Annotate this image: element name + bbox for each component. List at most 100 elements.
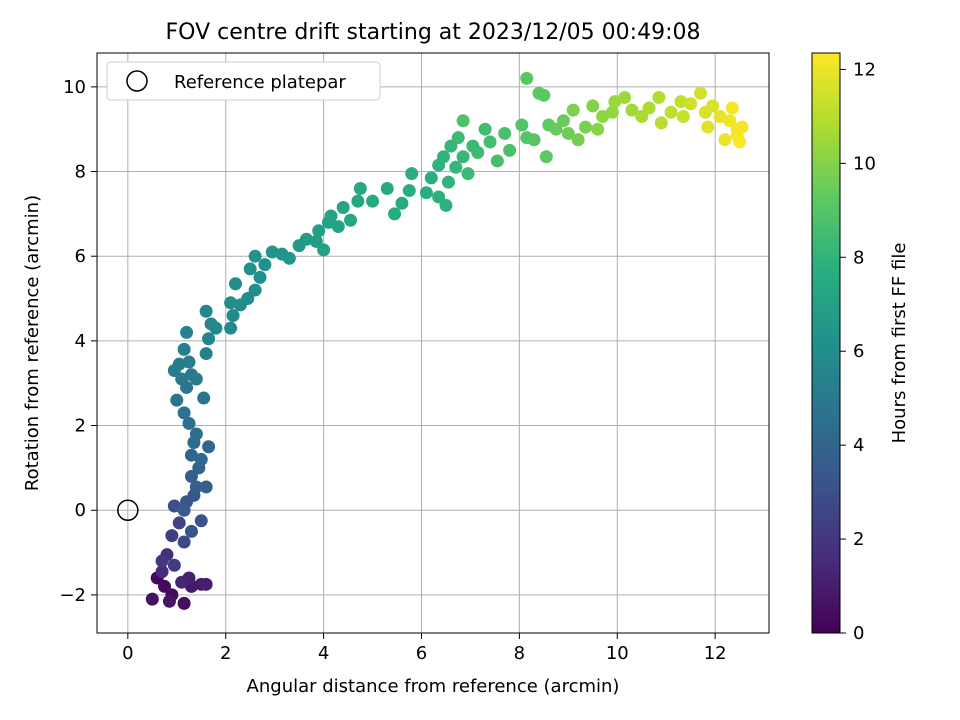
data-point (172, 516, 186, 530)
data-point (366, 194, 380, 208)
data-point (209, 321, 223, 335)
data-point (182, 416, 196, 430)
data-point (693, 86, 707, 100)
x-axis-label: Angular distance from reference (arcmin) (247, 676, 620, 697)
data-point (202, 440, 216, 454)
data-point (189, 427, 203, 441)
data-point (456, 114, 470, 128)
data-point (331, 220, 345, 234)
data-point (405, 167, 419, 181)
data-point (684, 97, 698, 111)
colorbar-ticks: 0 2 4 6 8 10 12 (840, 59, 876, 644)
data-point (189, 372, 203, 386)
data-point (177, 596, 191, 610)
data-point (451, 131, 465, 145)
data-point (520, 71, 534, 85)
colorbar-tick-label: 6 (853, 341, 864, 362)
data-point (537, 88, 551, 102)
colorbar-tick-label: 8 (853, 247, 864, 268)
data-point (449, 160, 463, 174)
data-point (566, 103, 580, 117)
x-tick-label: 12 (704, 643, 727, 664)
x-tick-label: 8 (514, 643, 525, 664)
data-point (324, 209, 338, 223)
colorbar-tick-label: 12 (853, 59, 876, 80)
data-point (336, 201, 350, 215)
data-point (177, 342, 191, 356)
data-point (735, 120, 749, 134)
colorbar-label: Hours from first FF file (889, 243, 910, 444)
data-point (527, 133, 541, 147)
data-point (226, 308, 240, 322)
data-point (676, 110, 690, 124)
data-point (549, 122, 563, 136)
colorbar-tick-label: 4 (853, 435, 864, 456)
y-tick-label: 6 (75, 246, 86, 267)
data-point (258, 258, 272, 272)
data-point (596, 110, 610, 124)
data-point (578, 120, 592, 134)
data-point (351, 194, 365, 208)
x-tick-label: 6 (416, 643, 427, 664)
y-tick-label: 8 (75, 162, 86, 183)
data-point (424, 171, 438, 185)
data-point (608, 95, 622, 109)
colorbar (811, 52, 841, 634)
data-point (515, 118, 529, 132)
data-point (145, 592, 159, 606)
data-point (182, 355, 196, 369)
data-point (299, 232, 313, 246)
data-point (664, 105, 678, 119)
data-point (317, 243, 331, 257)
data-point (184, 524, 198, 538)
data-point (461, 167, 475, 181)
data-point (241, 292, 255, 306)
data-point (165, 529, 179, 543)
data-point (265, 245, 279, 259)
data-point (498, 126, 512, 140)
data-point (243, 262, 257, 276)
data-point (224, 321, 238, 335)
data-point (706, 99, 720, 113)
data-point (199, 480, 213, 494)
data-point (618, 90, 632, 104)
data-point (162, 594, 176, 608)
data-point (635, 110, 649, 124)
colorbar-tick-label: 10 (853, 153, 876, 174)
data-point (439, 198, 453, 212)
data-point (625, 103, 639, 117)
data-point (312, 224, 326, 238)
data-point (388, 207, 402, 221)
data-point (402, 184, 416, 198)
data-point (380, 181, 394, 195)
data-point (725, 101, 739, 115)
x-tick-label: 2 (220, 643, 231, 664)
data-point (490, 154, 504, 168)
legend: Reference platepar (106, 61, 381, 101)
y-axis-ticks: −2 0 2 4 6 8 10 (59, 77, 97, 606)
legend-label: Reference platepar (174, 72, 346, 93)
data-point (432, 190, 446, 204)
data-point (713, 110, 727, 124)
data-point (224, 296, 238, 310)
data-point (189, 480, 203, 494)
data-point (471, 145, 485, 159)
y-axis-label: Rotation from reference (arcmin) (22, 195, 43, 491)
data-point (723, 114, 737, 128)
y-tick-label: 0 (75, 500, 86, 521)
data-point (395, 196, 409, 210)
x-tick-label: 4 (318, 643, 329, 664)
colorbar-tick-label: 2 (853, 529, 864, 550)
data-point (184, 448, 198, 462)
y-tick-label: −2 (59, 585, 86, 606)
data-point (503, 143, 517, 157)
data-point (561, 126, 575, 140)
data-point (170, 393, 184, 407)
data-point (444, 139, 458, 153)
data-point (229, 277, 243, 291)
legend-box (106, 61, 381, 101)
data-point (175, 372, 189, 386)
data-point (167, 558, 181, 572)
legend-marker-icon (126, 70, 148, 92)
data-point (158, 579, 172, 593)
